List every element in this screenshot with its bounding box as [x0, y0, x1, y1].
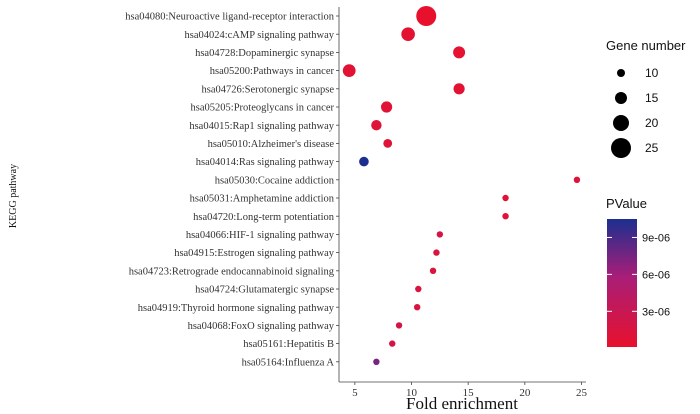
data-point [395, 322, 403, 329]
data-point [502, 194, 509, 202]
color-legend-label: 3e-06 [642, 306, 670, 318]
size-legend-dot [611, 138, 631, 158]
y-tick-label: hsa04726:Serotonergic synapse [202, 84, 335, 95]
data-point [436, 231, 444, 238]
y-axis-title: KEGG pathway [8, 164, 19, 228]
y-tick-label: hsa05161:Hepatitis B [243, 339, 334, 350]
size-legend-label: 25 [645, 141, 659, 155]
y-tick-label: hsa04915:Estrogen signaling pathway [174, 248, 335, 259]
size-legend-items: 10 15 20 25 [611, 66, 659, 158]
size-legend-dot [613, 115, 629, 131]
y-tick-label: hsa04015:Rap1 signaling pathway [189, 121, 334, 132]
data-point [433, 249, 440, 256]
y-tick-label: hsa04728:Dopaminergic synapse [195, 48, 334, 59]
y-tick-label: hsa04024:cAMP signaling pathway [184, 30, 334, 41]
y-tick-label: hsa05205:Proteoglycans in cancer [191, 103, 335, 114]
size-legend-title: Gene number [606, 38, 686, 53]
y-tick-label: hsa05031:Amphetamine addiction [190, 194, 335, 205]
data-points [342, 6, 581, 365]
data-point [453, 83, 465, 95]
data-point [389, 340, 396, 347]
data-point [413, 304, 421, 311]
plot-area: hsa04080:Neuroactive ligand-receptor int… [125, 6, 587, 399]
size-legend-dot [617, 69, 625, 77]
y-tick-label: hsa05010:Alzheimer's disease [208, 139, 335, 150]
y-tick-label: hsa05030:Cocaine addiction [215, 175, 335, 186]
size-legend-dot [615, 92, 627, 104]
data-point [371, 120, 382, 131]
color-legend: PValue 3e-06 6e-06 9e-06 [606, 196, 670, 347]
y-tick-label: hsa04068:FoxO signaling pathway [188, 321, 335, 332]
data-point [359, 156, 369, 167]
data-point [573, 176, 581, 183]
data-point [383, 139, 393, 148]
y-tick-label: hsa05164:Influenza A [242, 357, 335, 368]
color-legend-ticks: 3e-06 6e-06 9e-06 [607, 232, 670, 318]
y-ticks: hsa04080:Neuroactive ligand-receptor int… [125, 12, 339, 368]
x-tick-label: 25 [576, 387, 588, 399]
size-legend-label: 10 [645, 66, 659, 80]
size-legend-label: 20 [645, 116, 659, 130]
size-legend-label: 15 [645, 91, 659, 105]
x-tick-label: 15 [463, 387, 475, 399]
x-tick-label: 20 [519, 387, 531, 399]
y-tick-label: hsa04080:Neuroactive ligand-receptor int… [125, 12, 334, 23]
data-point [401, 27, 415, 41]
data-point [342, 64, 356, 77]
size-legend: Gene number 10 15 20 25 [606, 38, 686, 158]
data-point [453, 46, 466, 59]
color-legend-label: 6e-06 [642, 269, 670, 281]
y-tick-label: hsa04724:Glutamatergic synapse [195, 285, 334, 296]
data-point [502, 213, 509, 220]
data-point [373, 358, 380, 365]
x-tick-label: 5 [352, 387, 358, 399]
data-point [380, 101, 393, 113]
y-tick-label: hsa04919:Thyroid hormone signaling pathw… [138, 303, 335, 314]
y-tick-label: hsa04720:Long-term potentiation [193, 212, 335, 223]
y-tick-label: hsa04066:HIF-1 signaling pathway [186, 230, 335, 241]
y-tick-label: hsa05200:Pathways in cancer [210, 66, 335, 77]
y-tick-label: hsa04723:Retrograde endocannabinoid sign… [129, 266, 335, 277]
color-legend-bar [607, 219, 637, 347]
color-legend-title: PValue [606, 196, 647, 211]
data-point [416, 6, 437, 26]
y-tick-label: hsa04014:Ras signaling pathway [196, 157, 335, 168]
data-point [429, 267, 437, 274]
color-legend-label: 9e-06 [642, 232, 670, 244]
x-tick-label: 10 [406, 387, 418, 399]
data-point [415, 285, 422, 293]
x-axis-title: Fold enrichment [406, 394, 518, 413]
x-ticks: 5 10 15 20 25 [352, 382, 587, 399]
